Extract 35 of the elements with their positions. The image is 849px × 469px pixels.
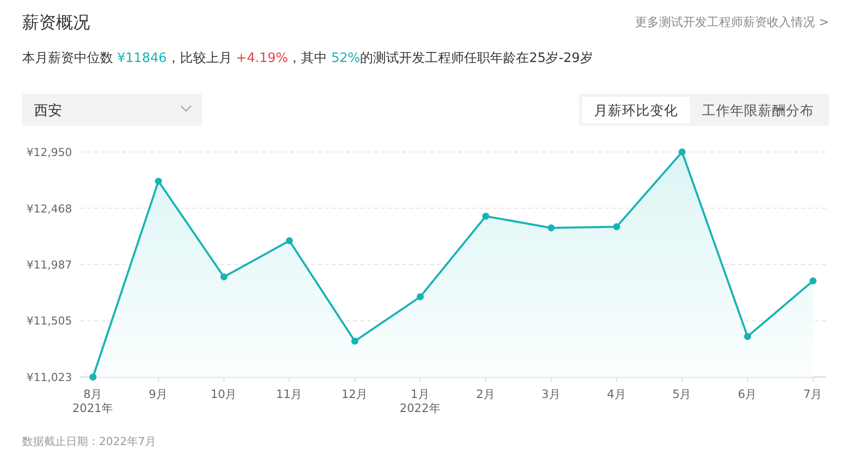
chart-subtitle: 本月薪资中位数 ¥11846，比较上月 +4.19%，其中 52%的测试开发工程师任职年龄在25岁-29岁	[22, 51, 593, 66]
text: 数据截止日期：2022年7月	[22, 435, 156, 448]
x-tick-label: 6月	[738, 387, 758, 401]
point	[154, 178, 162, 185]
point	[90, 374, 96, 380]
x-tick-label: 11月	[276, 387, 303, 401]
point	[548, 224, 555, 232]
x-tick-label: 3月	[542, 387, 561, 401]
y-tick-label: ¥11,505	[26, 314, 72, 328]
y-tick-label: ¥12,950	[26, 146, 72, 159]
tabs: 月薪环比变化 工作年限薪酬分布	[579, 94, 829, 126]
text: 更多测试开发工程师薪资收入情况 >	[635, 15, 829, 29]
point	[810, 277, 816, 284]
y-tick-label: ¥12,468	[26, 202, 72, 216]
y-tick-label: ¥11,023	[26, 371, 72, 384]
x-tick-label: 10月	[210, 387, 238, 401]
x-tick-label: 9月	[148, 387, 168, 401]
x-tick-label: 12月	[342, 387, 368, 401]
x-tick-label: 1月 2022年	[400, 387, 441, 415]
chart-title: 薪资概况	[22, 13, 90, 33]
y-tick-label: ¥11,987	[26, 258, 72, 272]
point	[416, 293, 424, 300]
x-tick-label: 7月	[803, 387, 823, 401]
dropdown: 西安	[22, 94, 202, 126]
x-tick-label: 8月 2021年	[72, 387, 114, 415]
point	[744, 332, 752, 340]
x-tick-label: 2月	[476, 387, 496, 401]
point	[286, 237, 293, 244]
point	[613, 223, 620, 230]
point	[351, 338, 358, 345]
point	[220, 273, 228, 280]
point	[482, 212, 490, 220]
point	[678, 148, 686, 156]
x-tick-label: 5月	[672, 387, 692, 401]
x-tick-label: 4月	[606, 387, 626, 401]
